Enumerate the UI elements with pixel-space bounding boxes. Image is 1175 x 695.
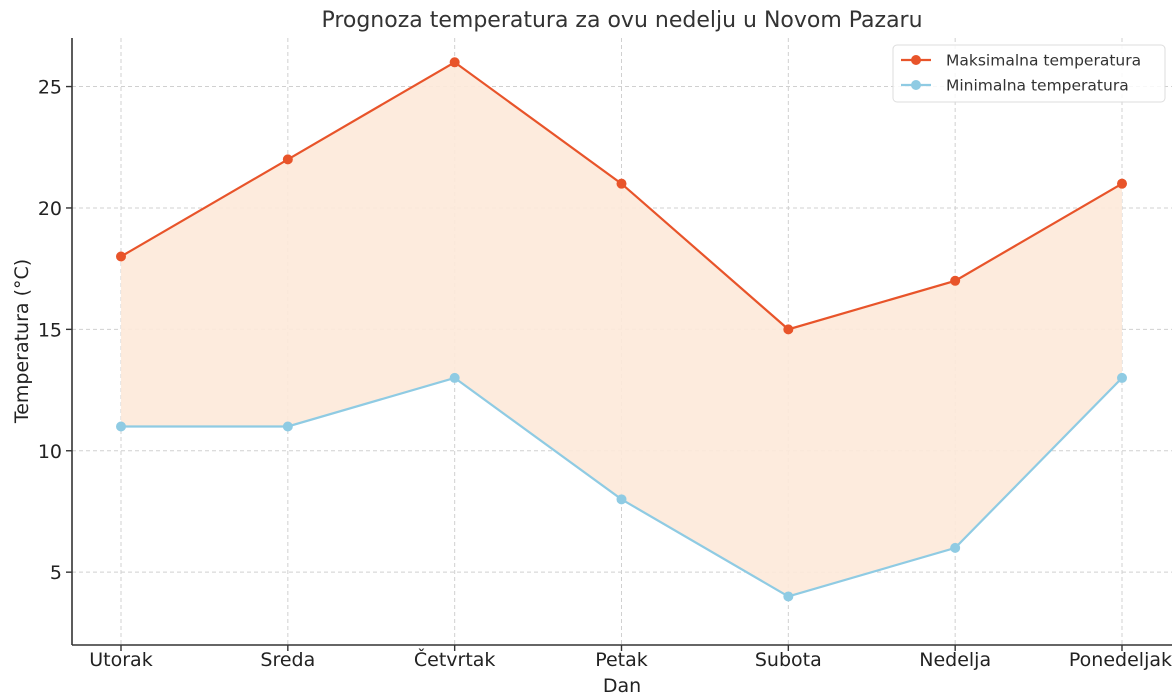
data-point-min <box>1117 372 1127 383</box>
legend: Maksimalna temperatura Minimalna temperat… <box>892 44 1166 103</box>
legend-marker <box>911 55 921 65</box>
y-tick-label: 20 <box>38 198 62 220</box>
chart-title: Prognoza temperatura za ovu nedelju u No… <box>321 8 922 33</box>
data-point-min <box>282 421 293 432</box>
temperature-range-fill <box>121 62 1122 597</box>
x-ticks: Utorak Sreda Četvrtak Petak Subota Nedelja Pon… <box>89 645 1172 671</box>
data-point-min <box>449 372 460 383</box>
series-layer <box>116 57 1127 602</box>
y-tick-label: 10 <box>38 441 62 463</box>
y-ticks: 5 10 15 20 25 <box>38 77 72 584</box>
x-tick-label: Sreda <box>260 649 315 671</box>
x-tick-label: Petak <box>595 649 648 671</box>
x-tick-label: Ponedeljak <box>1069 649 1172 671</box>
legend-label: Minimalna temperatura <box>946 77 1129 95</box>
legend-label: Maksimalna temperatura <box>946 52 1141 70</box>
x-tick-label: Nedelja <box>919 649 991 671</box>
data-point-max <box>950 275 961 286</box>
data-point-max <box>783 324 794 335</box>
data-point-min <box>783 591 794 602</box>
y-tick-label: 15 <box>38 319 62 341</box>
y-tick-label: 5 <box>50 562 62 584</box>
legend-marker <box>911 80 921 90</box>
data-point-min <box>616 494 627 505</box>
data-point-max <box>449 57 460 68</box>
y-axis-label: Temperatura (°C) <box>11 259 33 424</box>
x-tick-label: Četvrtak <box>414 647 496 671</box>
data-point-max <box>616 178 627 189</box>
data-point-max <box>116 251 126 262</box>
data-point-max <box>1117 178 1127 189</box>
data-point-min <box>116 421 126 432</box>
data-point-min <box>950 542 961 553</box>
x-axis-label: Dan <box>603 675 641 695</box>
x-tick-label: Subota <box>755 649 822 671</box>
legend-box <box>892 44 1166 103</box>
x-tick-label: Utorak <box>89 649 152 671</box>
y-tick-label: 25 <box>38 77 62 99</box>
data-point-max <box>282 154 293 165</box>
